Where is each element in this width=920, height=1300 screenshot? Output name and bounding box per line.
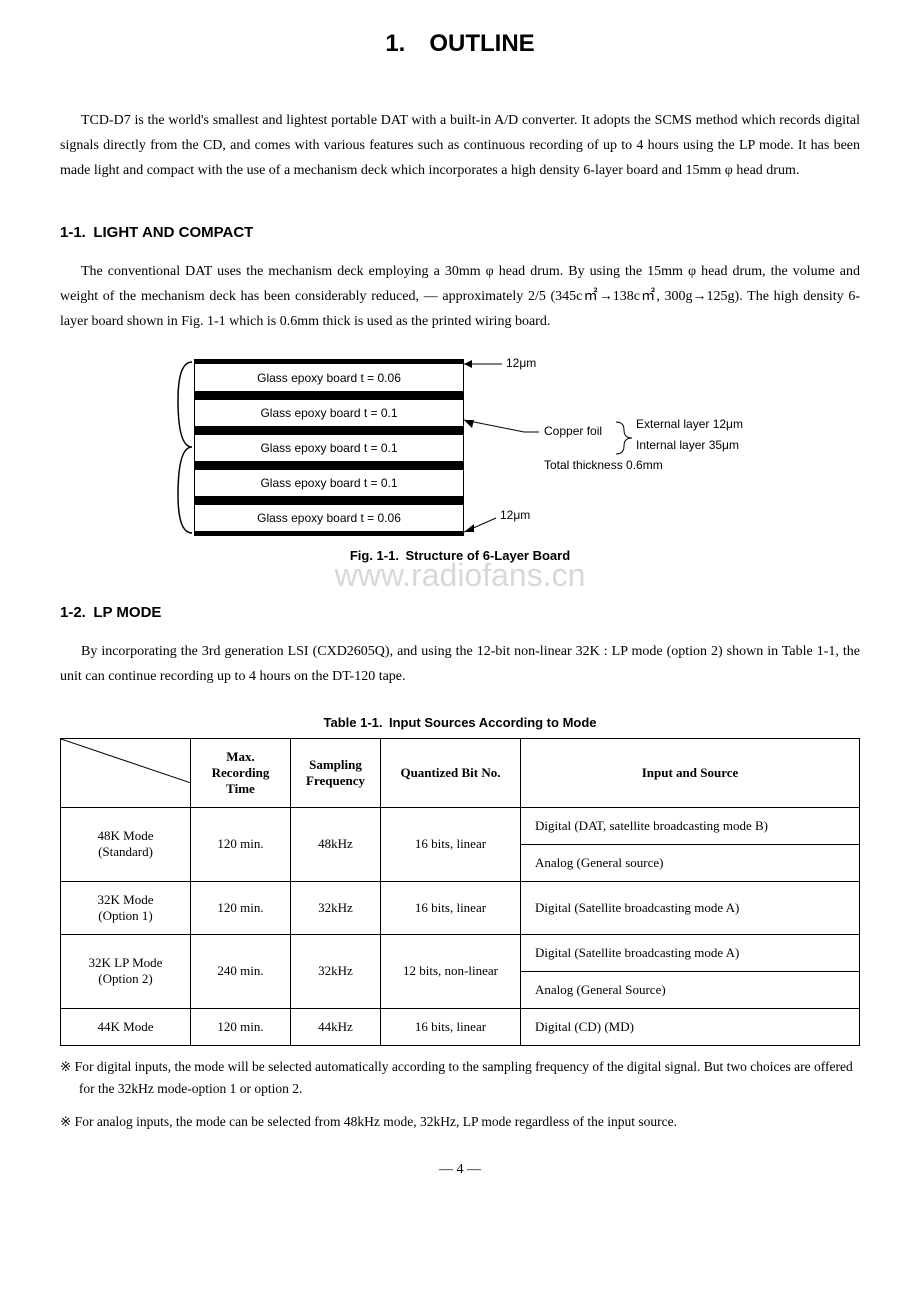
figure-1-1: Glass epoxy board t = 0.06 Glass epoxy b…	[60, 359, 860, 536]
cell-source: Digital (Satellite broadcasting mode A)	[521, 881, 860, 934]
section-1-2-heading: 1-2. LP MODE	[60, 604, 860, 621]
section-1-1-heading: 1-1. LIGHT AND COMPACT	[60, 224, 860, 241]
annotation-external-layer: External layer 12μm	[636, 417, 743, 431]
section-1-1-body: The conventional DAT uses the mechanism …	[60, 259, 860, 335]
table-row: 48K Mode(Standard) 120 min. 48kHz 16 bit…	[61, 807, 860, 844]
cell-bits: 16 bits, linear	[381, 881, 521, 934]
layer-row: Glass epoxy board t = 0.06	[195, 500, 463, 535]
annotation-copper-foil: Copper foil	[544, 424, 602, 438]
layer-row: Glass epoxy board t = 0.06	[195, 360, 463, 395]
cell-time: 120 min.	[191, 807, 291, 881]
cell-bits: 16 bits, linear	[381, 807, 521, 881]
annotation-top-12um: 12μm	[506, 356, 536, 370]
cell-source: Digital (CD) (MD)	[521, 1008, 860, 1045]
layer-annotations: 12μm 12μm Copper foil External layer 12μ…	[464, 360, 744, 535]
table-row: 32K LP Mode(Option 2) 240 min. 32kHz 12 …	[61, 934, 860, 971]
cell-source: Analog (General source)	[521, 844, 860, 881]
cell-freq: 32kHz	[291, 934, 381, 1008]
page-number: — 4 —	[60, 1162, 860, 1178]
layer-row: Glass epoxy board t = 0.1	[195, 430, 463, 465]
cell-mode: 44K Mode	[61, 1008, 191, 1045]
cell-bits: 16 bits, linear	[381, 1008, 521, 1045]
table-header-source: Input and Source	[521, 738, 860, 807]
table-row: 44K Mode 120 min. 44kHz 16 bits, linear …	[61, 1008, 860, 1045]
cell-time: 120 min.	[191, 881, 291, 934]
cell-freq: 48kHz	[291, 807, 381, 881]
layer-stack-diagram: Glass epoxy board t = 0.06 Glass epoxy b…	[194, 359, 464, 536]
table-header-bits: Quantized Bit No.	[381, 738, 521, 807]
table-row: 32K Mode(Option 1) 120 min. 32kHz 16 bit…	[61, 881, 860, 934]
cell-mode: 32K LP Mode(Option 2)	[61, 934, 191, 1008]
footnote-1: ※ For digital inputs, the mode will be s…	[60, 1056, 860, 1102]
mode-table: Max. Recording Time Sampling Frequency Q…	[60, 738, 860, 1046]
table-1-1-caption: Table 1-1. Input Sources According to Mo…	[60, 715, 860, 730]
cell-source: Digital (Satellite broadcasting mode A)	[521, 934, 860, 971]
page-title: 1. OUTLINE	[60, 30, 860, 58]
annotation-total-thickness: Total thickness 0.6mm	[544, 458, 663, 472]
cell-mode: 48K Mode(Standard)	[61, 807, 191, 881]
layer-row: Glass epoxy board t = 0.1	[195, 395, 463, 430]
cell-source: Digital (DAT, satellite broadcasting mod…	[521, 807, 860, 844]
table-header-freq: Sampling Frequency	[291, 738, 381, 807]
cell-freq: 44kHz	[291, 1008, 381, 1045]
cell-freq: 32kHz	[291, 881, 381, 934]
table-header-diagonal	[61, 738, 191, 807]
table-header-time: Max. Recording Time	[191, 738, 291, 807]
cell-bits: 12 bits, non-linear	[381, 934, 521, 1008]
cell-mode: 32K Mode(Option 1)	[61, 881, 191, 934]
cell-source: Analog (General Source)	[521, 971, 860, 1008]
layer-row: Glass epoxy board t = 0.1	[195, 465, 463, 500]
outline-intro-paragraph: TCD-D7 is the world's smallest and light…	[60, 108, 860, 184]
watermark-text: www.radiofans.cn	[60, 557, 860, 594]
left-brace-icon	[176, 360, 194, 535]
footnote-2: ※ For analog inputs, the mode can be sel…	[60, 1111, 860, 1134]
section-1-2-body: By incorporating the 3rd generation LSI …	[60, 639, 860, 689]
annotation-bottom-12um: 12μm	[500, 508, 530, 522]
cell-time: 240 min.	[191, 934, 291, 1008]
annotation-internal-layer: Internal layer 35μm	[636, 438, 739, 452]
cell-time: 120 min.	[191, 1008, 291, 1045]
